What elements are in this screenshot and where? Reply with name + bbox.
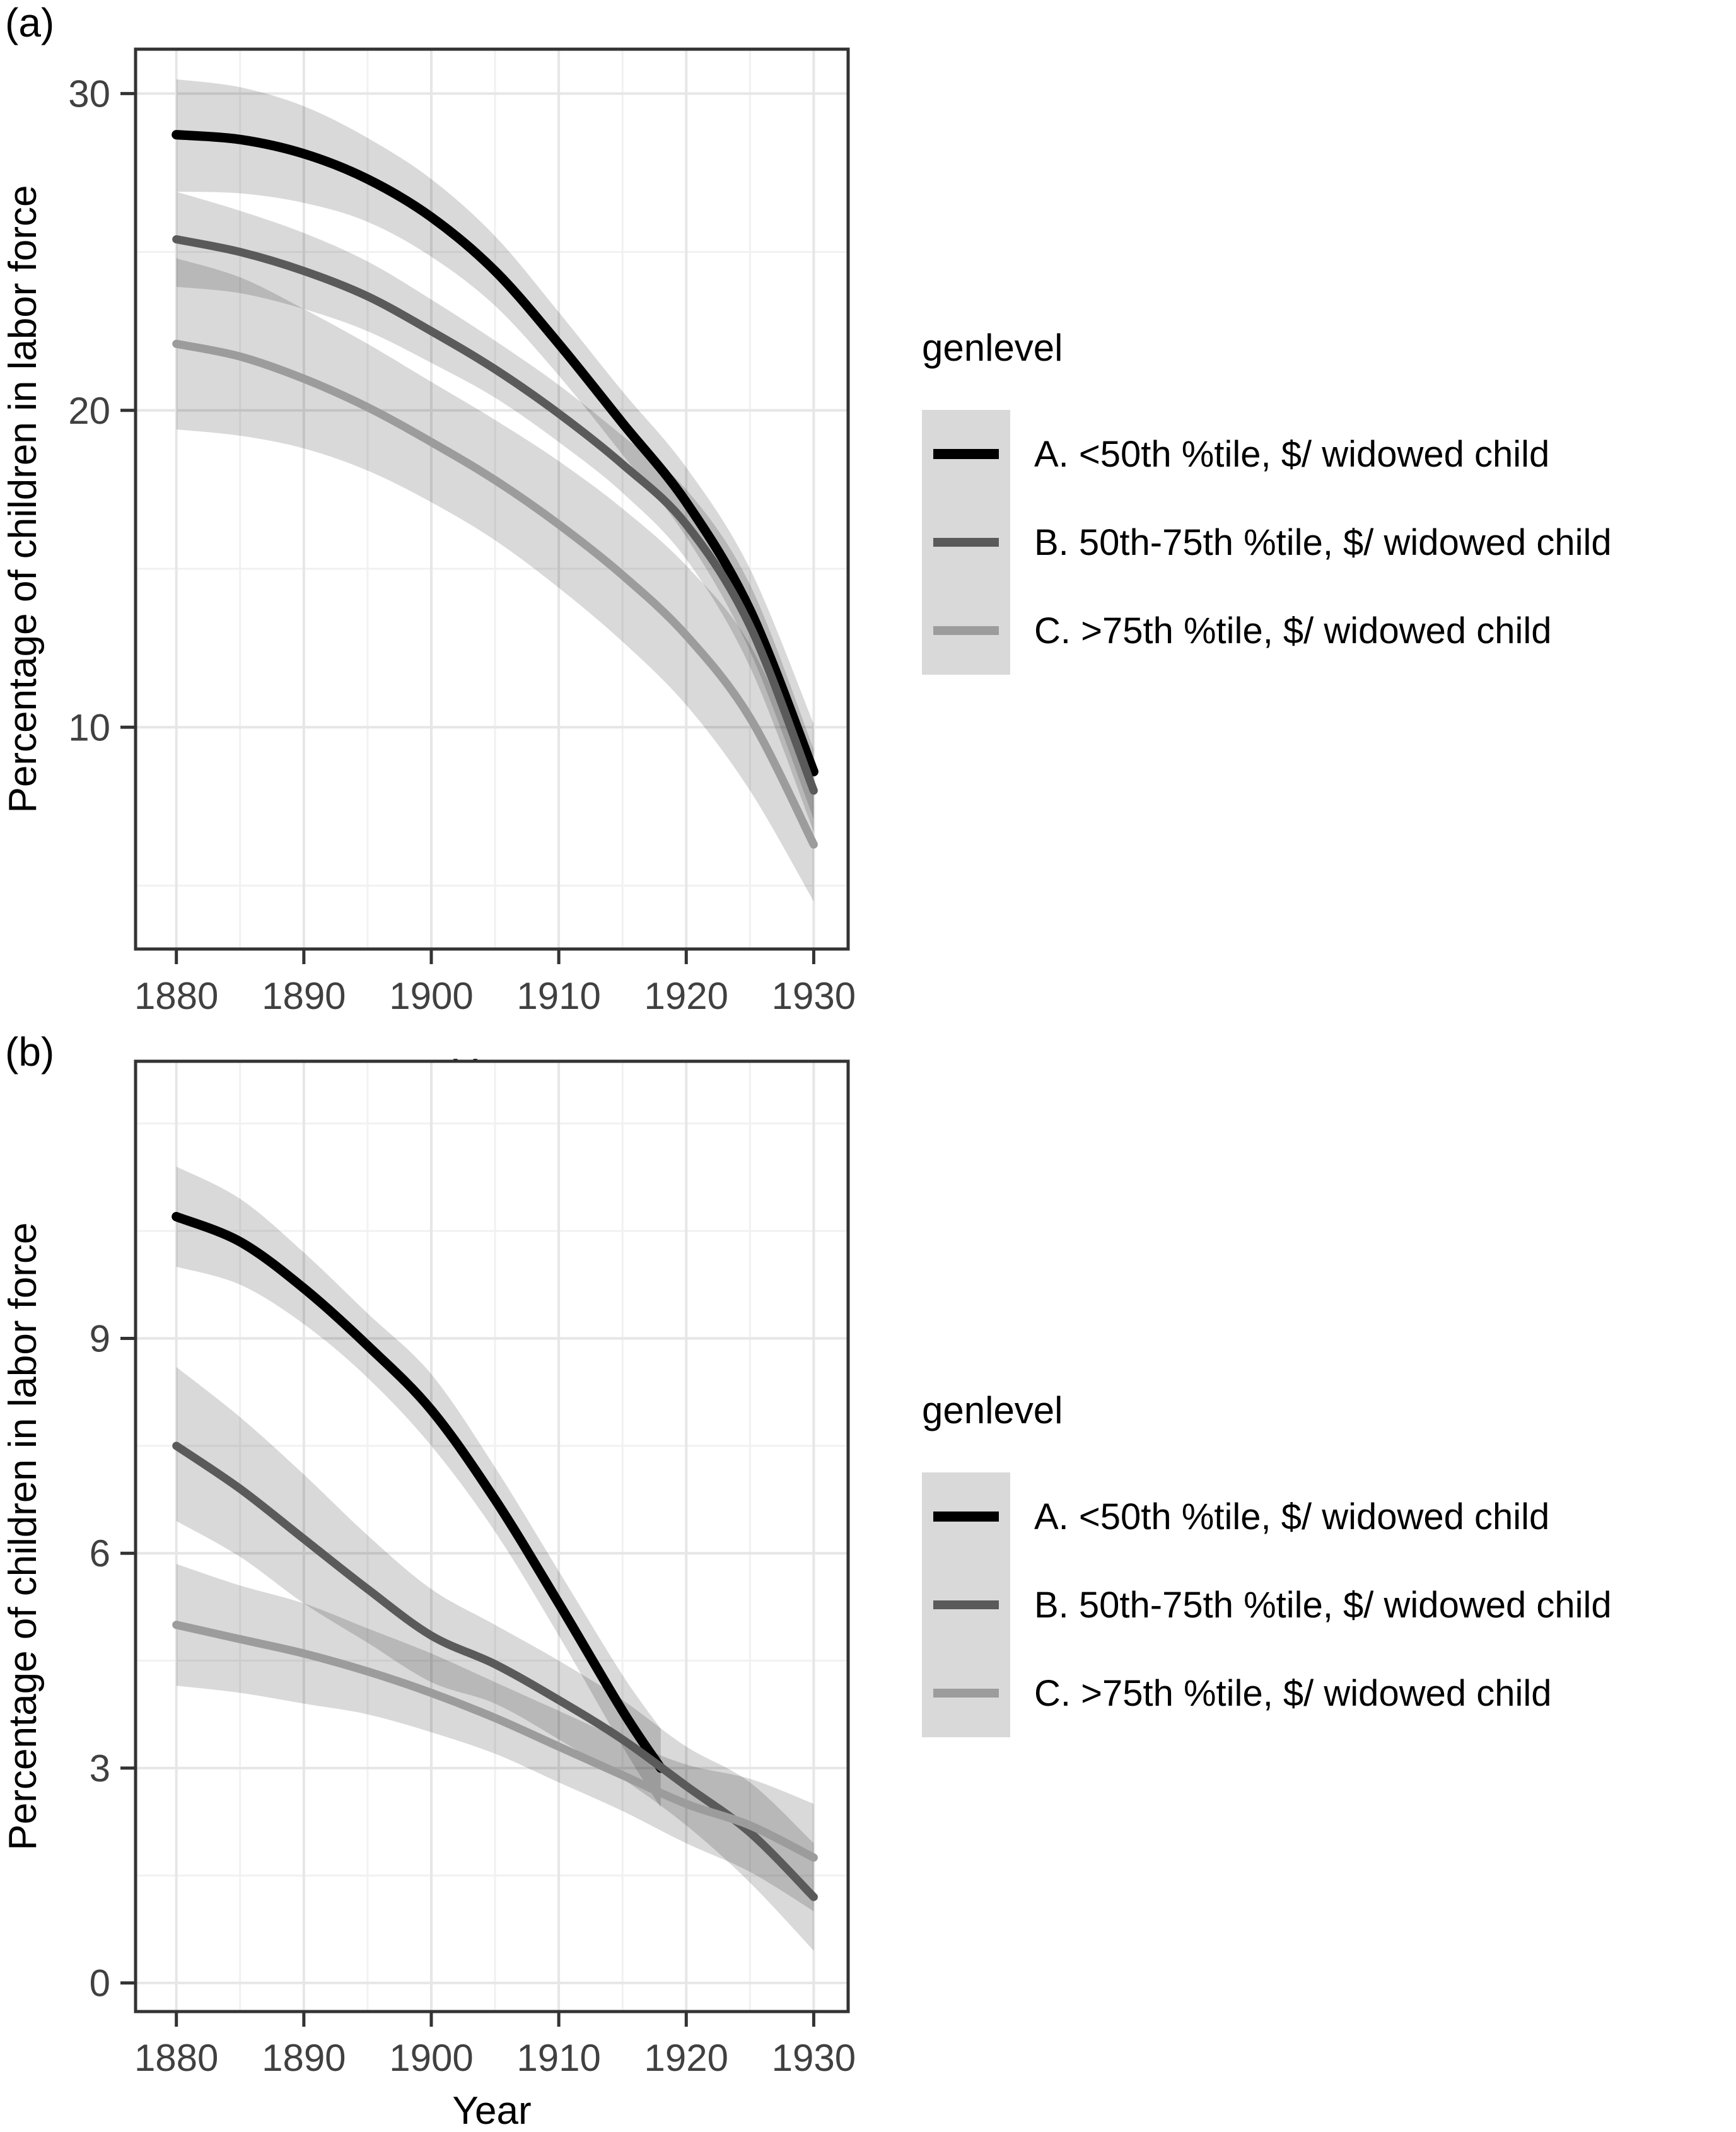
x-tick-label: 1900: [389, 975, 473, 1017]
x-axis-title: Year: [452, 2089, 531, 2132]
legend-entry-label: C. >75th %tile, $/ widowed child: [1034, 610, 1552, 651]
axis-ticks: [120, 1336, 815, 2027]
panel-b-chart: 1880 1890 1900 1910 1920 1930 0 3 6 9 Year Percenta…: [1, 1059, 1612, 2132]
line-series-c: [172, 1621, 818, 1862]
y-axis-title: Percentage of children in labor force: [1, 1222, 45, 1850]
ribbon-series-b: [176, 1366, 814, 1951]
panel-border: [134, 47, 850, 951]
legend-entry-label: A. <50th %tile, $/ widowed child: [1034, 1496, 1549, 1537]
y-tick-label: 30: [68, 73, 110, 115]
line-series-b: [172, 1442, 818, 1901]
x-tick-labels: 1880 1890 1900 1910 1920 1930: [134, 975, 856, 1017]
x-tick-label: 1920: [644, 2037, 728, 2079]
line-series-a: [172, 1211, 666, 1773]
x-tick-label: 1880: [134, 2037, 218, 2079]
ribbon-series-a: [176, 79, 814, 819]
x-tick-label: 1890: [262, 975, 346, 1017]
trend-lines: [172, 130, 818, 849]
y-tick-label: 6: [90, 1532, 110, 1575]
legend-title: genlevel: [922, 1389, 1063, 1431]
x-tick-label: 1930: [772, 975, 856, 1017]
ribbon-series-c: [176, 258, 814, 902]
y-tick-label: 20: [68, 390, 110, 432]
x-tick-label: 1930: [772, 2037, 856, 2079]
trend-lines: [172, 1211, 818, 1901]
legend-entry-label: A. <50th %tile, $/ widowed child: [1034, 434, 1549, 475]
grid-minor: [136, 1061, 848, 2012]
axis-ticks: [120, 91, 815, 964]
plot-background: [136, 49, 848, 949]
panel-border: [134, 1059, 850, 2013]
legend: genlevel A. <50th %tile, $/ widowed child…: [922, 327, 1612, 675]
panel-a-chart: 188018901900191019201930102030YearPercen…: [1, 47, 1612, 1091]
legend-entry-label: C. >75th %tile, $/ widowed child: [1034, 1673, 1552, 1714]
legend: genlevel A. <50th %tile, $/ widowed child…: [922, 1389, 1612, 1737]
line-series-c: [172, 339, 818, 849]
x-tick-label: 1910: [516, 975, 600, 1017]
x-tick-label: 1920: [644, 975, 728, 1017]
panel-b-tag: (b): [5, 1029, 55, 1075]
legend-title: genlevel: [922, 327, 1063, 369]
y-tick-label: 0: [90, 1962, 110, 2005]
y-tick-label: 3: [90, 1747, 110, 1790]
x-tick-label: 1880: [134, 975, 218, 1017]
x-tick-label: 1890: [262, 2037, 346, 2079]
y-tick-labels: 0 3 6 9: [90, 1317, 110, 2004]
x-tick-label: 1900: [389, 2037, 473, 2079]
ribbon-series-c: [176, 1564, 814, 1912]
plot-background: [136, 1061, 848, 2012]
legend-entry-label: B. 50th-75th %tile, $/ widowed child: [1034, 1585, 1612, 1626]
legend-entry-label: B. 50th-75th %tile, $/ widowed child: [1034, 522, 1612, 563]
line-series-b: [172, 235, 818, 795]
x-tick-labels: 1880 1890 1900 1910 1920 1930: [134, 2037, 856, 2079]
x-tick-label: 1910: [516, 2037, 600, 2079]
panel-a-tag: (a): [5, 0, 55, 45]
y-tick-label: 9: [90, 1317, 110, 1360]
line-series-a: [172, 130, 818, 777]
y-tick-label: 10: [68, 706, 110, 749]
y-tick-labels: 10 20 30: [68, 73, 110, 749]
grid-minor: [136, 49, 848, 949]
y-axis-title: Percentage of children in labor force: [1, 185, 45, 813]
